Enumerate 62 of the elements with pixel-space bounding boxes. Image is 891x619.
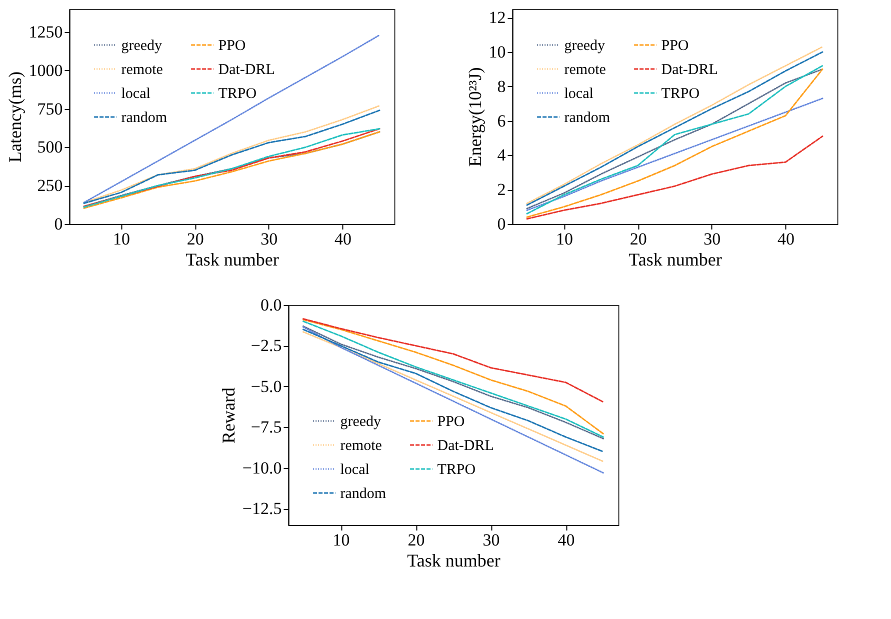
x-tick-label: 20 bbox=[408, 530, 425, 550]
legend-label: greedy bbox=[121, 38, 163, 54]
y-tick-label: 0 bbox=[497, 214, 506, 234]
y-tick-label: 1250 bbox=[28, 22, 63, 42]
y-tick-label: 0.0 bbox=[260, 296, 282, 314]
legend-label: random bbox=[340, 486, 386, 502]
x-tick-label: 30 bbox=[482, 530, 500, 550]
x-tick-label: 10 bbox=[112, 230, 130, 248]
y-tick-label: 500 bbox=[37, 138, 63, 157]
legend-label: local bbox=[564, 86, 594, 102]
y-tick-label: 6 bbox=[497, 111, 506, 130]
x-tick-label: 30 bbox=[260, 230, 278, 248]
y-tick-label: 750 bbox=[37, 99, 63, 118]
legend-label: TRPO bbox=[661, 86, 700, 102]
legend-label: remote bbox=[564, 62, 606, 78]
x-tick-label: 30 bbox=[704, 230, 721, 248]
y-tick-label: 10 bbox=[488, 42, 506, 62]
y-tick-label: 4 bbox=[497, 146, 506, 165]
legend-label: remote bbox=[121, 62, 164, 78]
x-axis-title: Task number bbox=[628, 250, 722, 270]
line-series bbox=[302, 318, 604, 403]
x-tick-label: 10 bbox=[556, 230, 573, 248]
y-axis-title: Latency(ms) bbox=[4, 72, 25, 162]
x-tick-label: 40 bbox=[558, 530, 575, 550]
y-tick-label: 12 bbox=[488, 8, 506, 28]
y-tick-label: 2 bbox=[497, 180, 506, 200]
legend-label: TRPO bbox=[218, 86, 257, 102]
legend-label: random bbox=[121, 110, 168, 126]
legend-label: greedy bbox=[340, 414, 382, 430]
legend-label: Dat-DRL bbox=[661, 62, 718, 78]
legend-label: random bbox=[564, 110, 610, 126]
y-tick-label: 8 bbox=[497, 76, 506, 96]
y-tick-label: 0 bbox=[54, 214, 63, 234]
legend-label: greedy bbox=[564, 38, 606, 54]
y-tick-label: −2.5 bbox=[250, 336, 282, 356]
y-tick-label: −12.5 bbox=[242, 499, 282, 518]
legend-label: PPO bbox=[218, 38, 246, 54]
y-tick-label: 1000 bbox=[28, 60, 63, 80]
legend-label: local bbox=[121, 86, 150, 102]
x-axis-title: Task number bbox=[186, 250, 279, 270]
legend-label: PPO bbox=[661, 38, 689, 54]
legend-label: remote bbox=[340, 438, 382, 454]
x-tick-label: 40 bbox=[334, 230, 352, 248]
line-series bbox=[526, 98, 824, 211]
legend-label: PPO bbox=[437, 414, 465, 430]
line-series bbox=[83, 34, 380, 204]
legend-label: local bbox=[340, 462, 370, 478]
x-tick-label: 20 bbox=[186, 230, 204, 248]
y-tick-label: −10.0 bbox=[242, 458, 282, 478]
y-axis-title: Reward bbox=[218, 388, 238, 444]
x-tick-label: 20 bbox=[630, 230, 647, 248]
x-tick-label: 40 bbox=[778, 230, 795, 248]
x-axis-title: Task number bbox=[407, 550, 500, 570]
y-tick-label: −5.0 bbox=[250, 376, 282, 396]
legend-label: Dat-DRL bbox=[437, 438, 494, 454]
x-tick-label: 10 bbox=[332, 530, 350, 550]
legend-label: TRPO bbox=[437, 462, 476, 478]
y-axis-title: Energy(10²³J) bbox=[464, 67, 485, 167]
legend-label: Dat-DRL bbox=[218, 62, 275, 78]
y-tick-label: −7.5 bbox=[250, 418, 282, 437]
y-tick-label: 250 bbox=[37, 176, 63, 196]
line-series bbox=[526, 136, 824, 220]
